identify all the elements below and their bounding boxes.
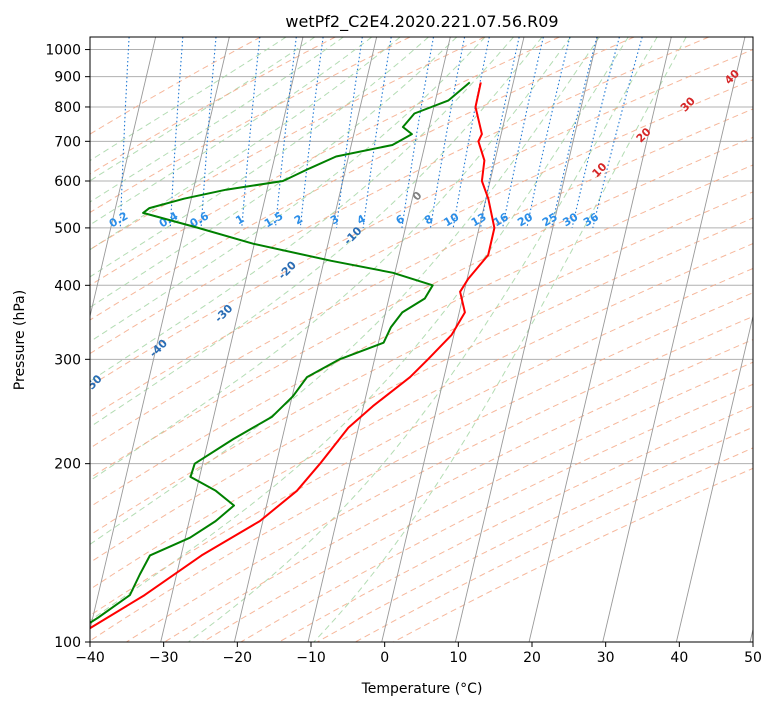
x-axis-label: Temperature (°C) — [361, 681, 483, 697]
mixing-ratio-line — [551, 37, 598, 229]
mixing-ratio-line — [335, 37, 363, 228]
y-tick-label: 100 — [54, 635, 81, 651]
y-tick-label: 700 — [54, 134, 81, 150]
x-tick-label: 20 — [523, 650, 541, 666]
dry-adiabat-line — [90, 292, 753, 642]
mixing-ratio-line — [200, 37, 217, 228]
y-tick-label: 500 — [54, 221, 81, 237]
y-tick-label: 200 — [54, 457, 81, 473]
mixing-ratio-line — [479, 37, 520, 229]
y-tick-label: 900 — [54, 70, 81, 86]
moist-adiabat-line — [188, 37, 658, 642]
dewpoint-profile-line — [90, 81, 471, 624]
isotherm-line — [675, 314, 753, 642]
moist-adiabat-line — [90, 37, 316, 182]
dry-adiabat-line — [126, 315, 753, 642]
mixing-ratio-line — [241, 37, 261, 228]
x-tick-label: −30 — [149, 650, 179, 666]
isotherm-line — [528, 37, 672, 642]
dry-adiabat-line — [90, 37, 709, 355]
mixing-ratio-line — [526, 37, 571, 229]
dry-adiabat-line — [90, 217, 753, 564]
moist-adiabat-line — [90, 37, 429, 278]
dry-adiabat-line — [90, 136, 753, 479]
x-tick-label: 0 — [380, 650, 389, 666]
chart-title: wetPf2_C2E4.2020.221.07.56.R09 — [285, 12, 558, 32]
dry-adiabat-line — [90, 37, 635, 321]
x-tick-label: 40 — [670, 650, 688, 666]
mixing-ratio-lines — [119, 37, 643, 229]
isotherm-line — [381, 37, 525, 642]
dry-adiabat-line — [90, 108, 753, 449]
moist-adiabat-line — [90, 37, 600, 545]
axes: −40 −30 −20 −10 0 10 20 30 40 50 100 200 300 400 500 60… — [45, 43, 762, 666]
y-tick-label: 800 — [54, 100, 81, 116]
isotherms — [90, 37, 753, 642]
moist-adiabats — [90, 37, 687, 642]
x-tick-label: −40 — [75, 650, 105, 666]
mixing-ratio-line — [502, 37, 544, 229]
y-tick-label: 600 — [54, 174, 81, 190]
mixing-ratio-line — [571, 37, 620, 229]
dry-adiabat-line — [90, 37, 336, 175]
moist-adiabat-line — [313, 37, 687, 642]
profile-series — [90, 81, 496, 630]
moist-adiabat-line — [90, 37, 344, 203]
x-tick-label: −10 — [296, 650, 326, 666]
plot-frame — [89, 36, 754, 643]
mixing-ratio-line — [362, 37, 392, 228]
moist-adiabat-line — [90, 37, 543, 428]
mixing-ratio-line — [452, 37, 490, 228]
dry-adiabat-line — [90, 37, 485, 251]
y-tick-label: 400 — [54, 278, 81, 294]
y-tick-label: 1000 — [45, 43, 81, 59]
x-tick-label: 10 — [449, 650, 467, 666]
mixing-ratio-line — [299, 37, 324, 228]
mixing-ratio-line — [274, 37, 297, 228]
moist-adiabat-line — [90, 37, 629, 622]
moist-adiabat-line — [90, 37, 486, 343]
isotherm-line — [90, 37, 157, 319]
mixing-ratio-line — [592, 37, 643, 229]
y-axis-label: Pressure (hPa) — [12, 290, 28, 390]
isotherm-line — [90, 37, 230, 632]
x-tick-label: 50 — [744, 650, 762, 666]
y-tick-label: 300 — [54, 352, 81, 368]
x-tick-label: 30 — [597, 650, 615, 666]
dry-adiabat-line — [90, 79, 753, 419]
moist-adiabat-line — [90, 37, 373, 226]
isotherm-line — [454, 37, 599, 642]
dry-adiabat-line — [90, 37, 411, 214]
dry-adiabat-line — [202, 361, 753, 642]
dry-adiabat-line — [240, 383, 753, 642]
dry-adiabat-line — [90, 164, 753, 508]
x-tick-label: −20 — [223, 650, 253, 666]
isotherm-line — [602, 37, 746, 642]
isotherm-line — [307, 37, 451, 642]
temperature-profile-line — [90, 82, 496, 630]
plot-area: 0.10.20.40.611.52346810131620253036-100-… — [90, 37, 753, 642]
dry-adiabats — [90, 37, 753, 642]
isotherm-line — [233, 37, 378, 642]
